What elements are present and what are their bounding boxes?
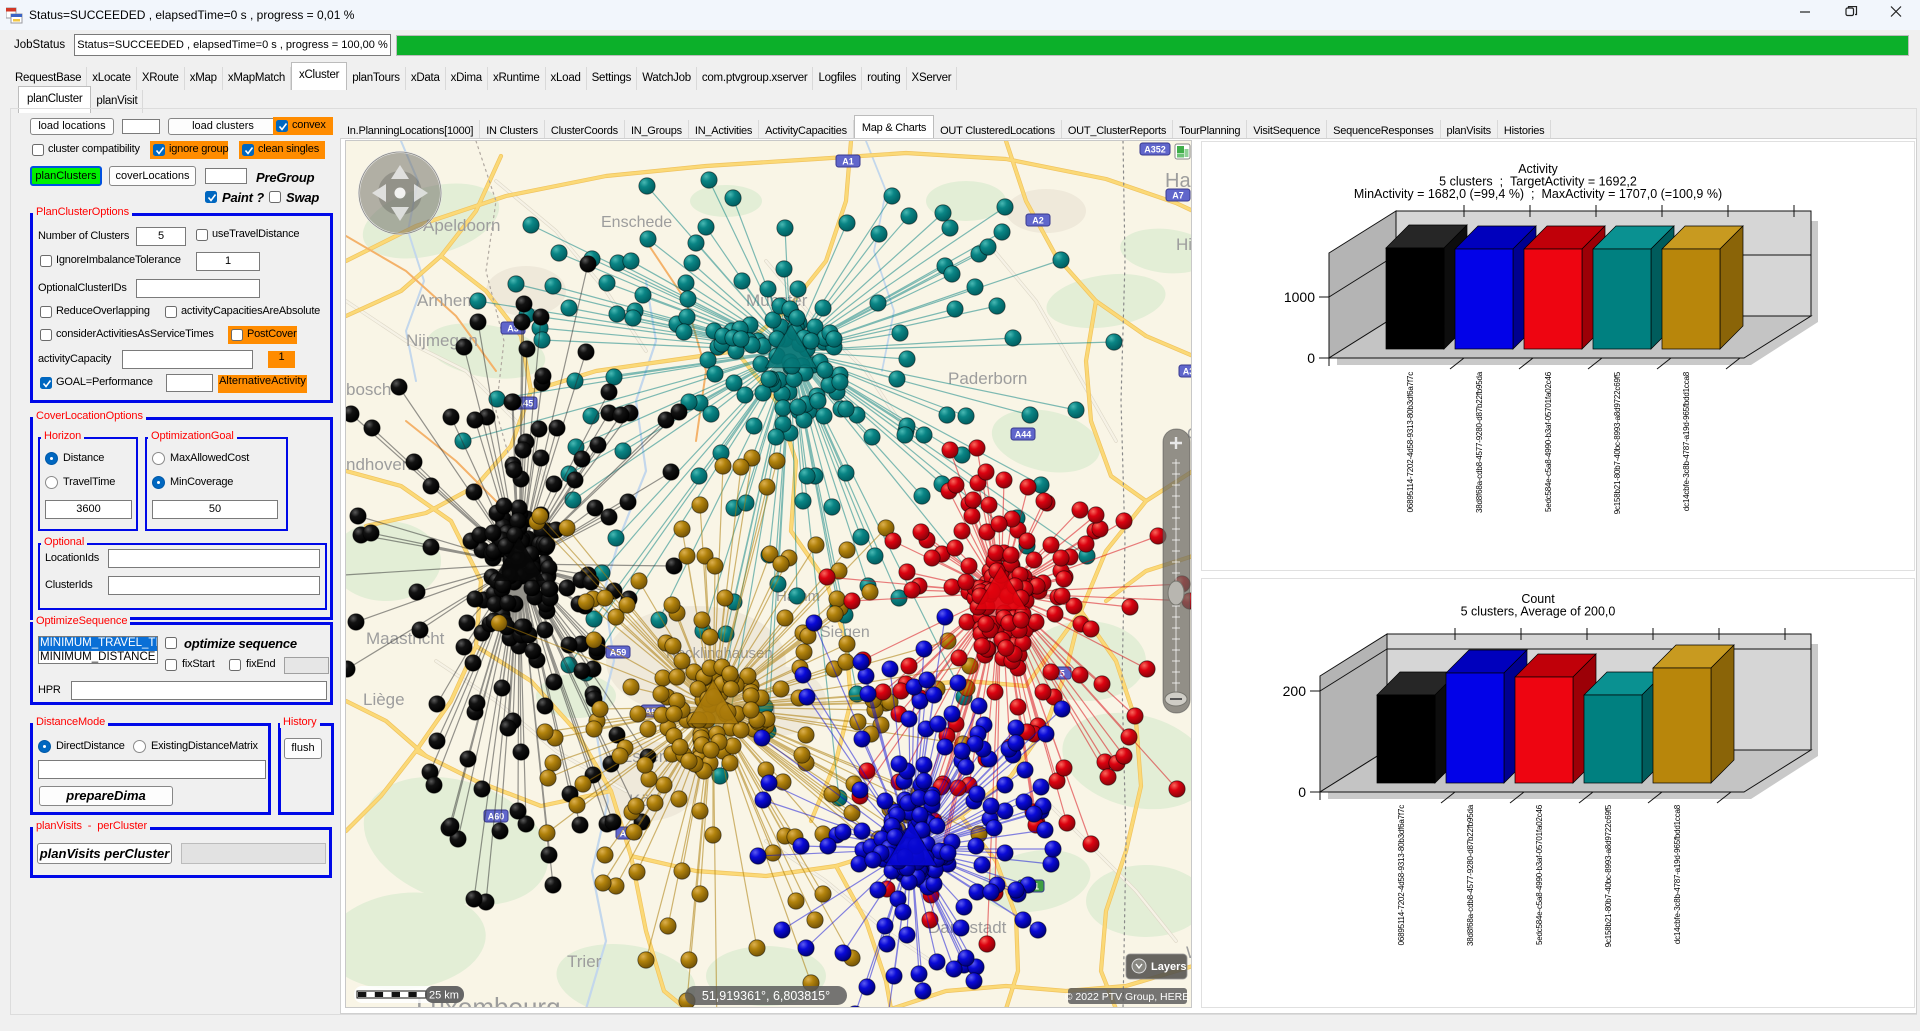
svg-text:A1: A1	[842, 157, 854, 167]
svg-text:0: 0	[1307, 350, 1315, 366]
svg-text:Hannover: Hannover	[1165, 170, 1192, 192]
svg-text:A60: A60	[488, 812, 505, 822]
svg-text:Würzburg: Würzburg	[1186, 943, 1192, 962]
svg-text:A7: A7	[1172, 191, 1184, 201]
svg-text:A59: A59	[610, 648, 627, 658]
svg-text:Trier: Trier	[567, 952, 602, 971]
svg-text:5edc584e-c5a8-4990-b3af-05701f: 5edc584e-c5a8-4990-b3af-05701fa02c46	[1535, 804, 1544, 945]
svg-text:A352: A352	[1144, 145, 1166, 155]
svg-text:9c158b21-80b7-40bc-8993-a8d972: 9c158b21-80b7-40bc-8993-a8d9722c69f5	[1604, 804, 1613, 947]
svg-text:5 clusters ; TargetActivity: 5 clusters ; TargetActivity = 1692,2	[1439, 175, 1637, 189]
svg-text:25 km: 25 km	[429, 990, 459, 1002]
svg-text:bosch: bosch	[346, 380, 391, 399]
svg-text:06895114-7202-4d58-9313-80b3df: 06895114-7202-4d58-9313-80b3df6a7f7c	[1397, 805, 1406, 946]
svg-text:38d8f68a-cdb8-4577-9280-d87b22: 38d8f68a-cdb8-4577-9280-d87b22fb95da	[1475, 371, 1484, 513]
svg-text:9c158b21-80b7-40bc-8993-a8d972: 9c158b21-80b7-40bc-8993-a8d9722c69f5	[1613, 371, 1622, 514]
svg-text:A61: A61	[645, 707, 662, 717]
svg-text:A3: A3	[507, 324, 519, 334]
svg-text:Layers: Layers	[1151, 961, 1186, 973]
svg-text:A2: A2	[1032, 216, 1044, 226]
svg-text:51,919361°, 6,803815°: 51,919361°, 6,803815°	[702, 989, 830, 1003]
svg-text:1000: 1000	[1284, 289, 1315, 305]
svg-text:A44: A44	[1015, 430, 1032, 440]
svg-text:© 2022 PTV Group, HERE: © 2022 PTV Group, HERE	[1065, 991, 1189, 1003]
svg-text:38d8f68a-cdb8-4577-9280-d87b22: 38d8f68a-cdb8-4577-9280-d87b22fb95da	[1466, 804, 1475, 946]
svg-text:Hildesheim: Hildesheim	[1176, 235, 1192, 254]
svg-text:0: 0	[1298, 784, 1306, 800]
svg-text:Liège: Liège	[363, 690, 405, 709]
svg-text:MinActivity = 1682,0 (=99,4 %): MinActivity = 1682,0 (=99,4 %) ; MaxActi…	[1354, 187, 1722, 201]
svg-text:Activity: Activity	[1518, 162, 1558, 176]
svg-text:A33: A33	[1183, 367, 1192, 377]
svg-text:Count: Count	[1521, 592, 1555, 606]
svg-text:Maastricht: Maastricht	[366, 629, 445, 648]
svg-text:Göttingen: Göttingen	[1187, 426, 1192, 443]
svg-text:ndhoven: ndhoven	[346, 455, 411, 474]
svg-text:06895114-7202-4d58-9313-80b3df: 06895114-7202-4d58-9313-80b3df6a7f7c	[1406, 372, 1415, 513]
svg-text:Apeldoorn: Apeldoorn	[423, 216, 501, 235]
svg-text:dc14cbfe-3c8b-4787-a19d-965fbd: dc14cbfe-3c8b-4787-a19d-965fbdd1cca8	[1673, 804, 1682, 944]
svg-text:200: 200	[1283, 683, 1307, 699]
svg-text:Arnhem: Arnhem	[417, 291, 477, 310]
svg-text:Enschede: Enschede	[601, 214, 672, 231]
svg-text:Paderborn: Paderborn	[948, 369, 1027, 388]
svg-text:dc14cbfe-3c8b-4787-a19d-965fbd: dc14cbfe-3c8b-4787-a19d-965fbdd1cca8	[1682, 371, 1691, 511]
svg-text:5 clusters, Average of 200,0: 5 clusters, Average of 200,0	[1461, 605, 1616, 619]
svg-text:5edc584e-c5a8-4990-b3af-05701f: 5edc584e-c5a8-4990-b3af-05701fa02c46	[1544, 371, 1553, 512]
